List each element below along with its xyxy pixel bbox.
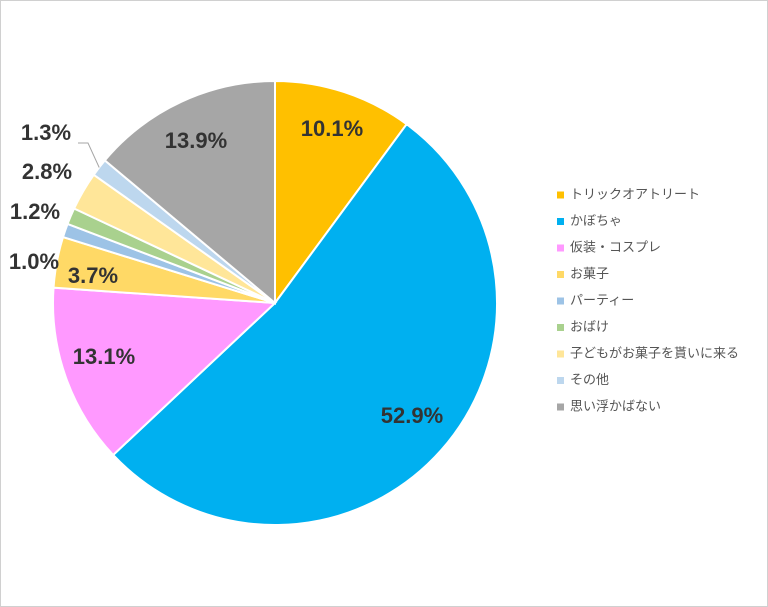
legend-label-7: 子どもがお菓子を貰いに来る [570, 347, 739, 362]
leader-line-other [78, 142, 100, 168]
legend-swatch-3 [557, 244, 564, 252]
data-label-2: 52.9% [381, 403, 443, 428]
pie-slice-2 [111, 122, 499, 526]
legend-swatch-6 [557, 324, 564, 331]
data-label-8: 1.3% [21, 120, 71, 145]
legend-swatch-1 [557, 191, 564, 199]
data-label-5: 1.0% [9, 249, 59, 274]
legend-swatch-5 [557, 297, 564, 305]
data-label-6: 1.2% [10, 199, 60, 224]
legend-label-4: お菓子 [570, 267, 609, 282]
legend-swatch-2 [557, 218, 564, 225]
data-label-1: 10.1% [301, 116, 363, 141]
legend-swatch-8 [557, 377, 564, 384]
legend-label-1: トリックオアトリート [570, 188, 700, 203]
pie-slice-3 [52, 286, 278, 457]
legend-label-8: その他 [570, 373, 609, 388]
data-label-7: 2.8% [22, 159, 72, 184]
data-label-3: 13.1% [73, 344, 135, 369]
data-label-4: 3.7% [68, 263, 118, 288]
legend-swatch-4 [557, 271, 564, 278]
legend-label-6: おばけ [570, 320, 609, 335]
pie-slice-1 [274, 79, 409, 307]
legend-label-9: 思い浮かばない [570, 400, 661, 415]
legend-swatch-9 [557, 403, 564, 411]
legend-label-5: パーティー [570, 294, 634, 309]
data-label-9: 13.9% [165, 128, 227, 153]
legend-label-2: かぼちゃ [570, 214, 622, 229]
legend-swatch-7 [557, 350, 564, 358]
pie-slice-9 [103, 79, 276, 306]
legend-label-3: 仮装・コスプレ [570, 241, 661, 256]
